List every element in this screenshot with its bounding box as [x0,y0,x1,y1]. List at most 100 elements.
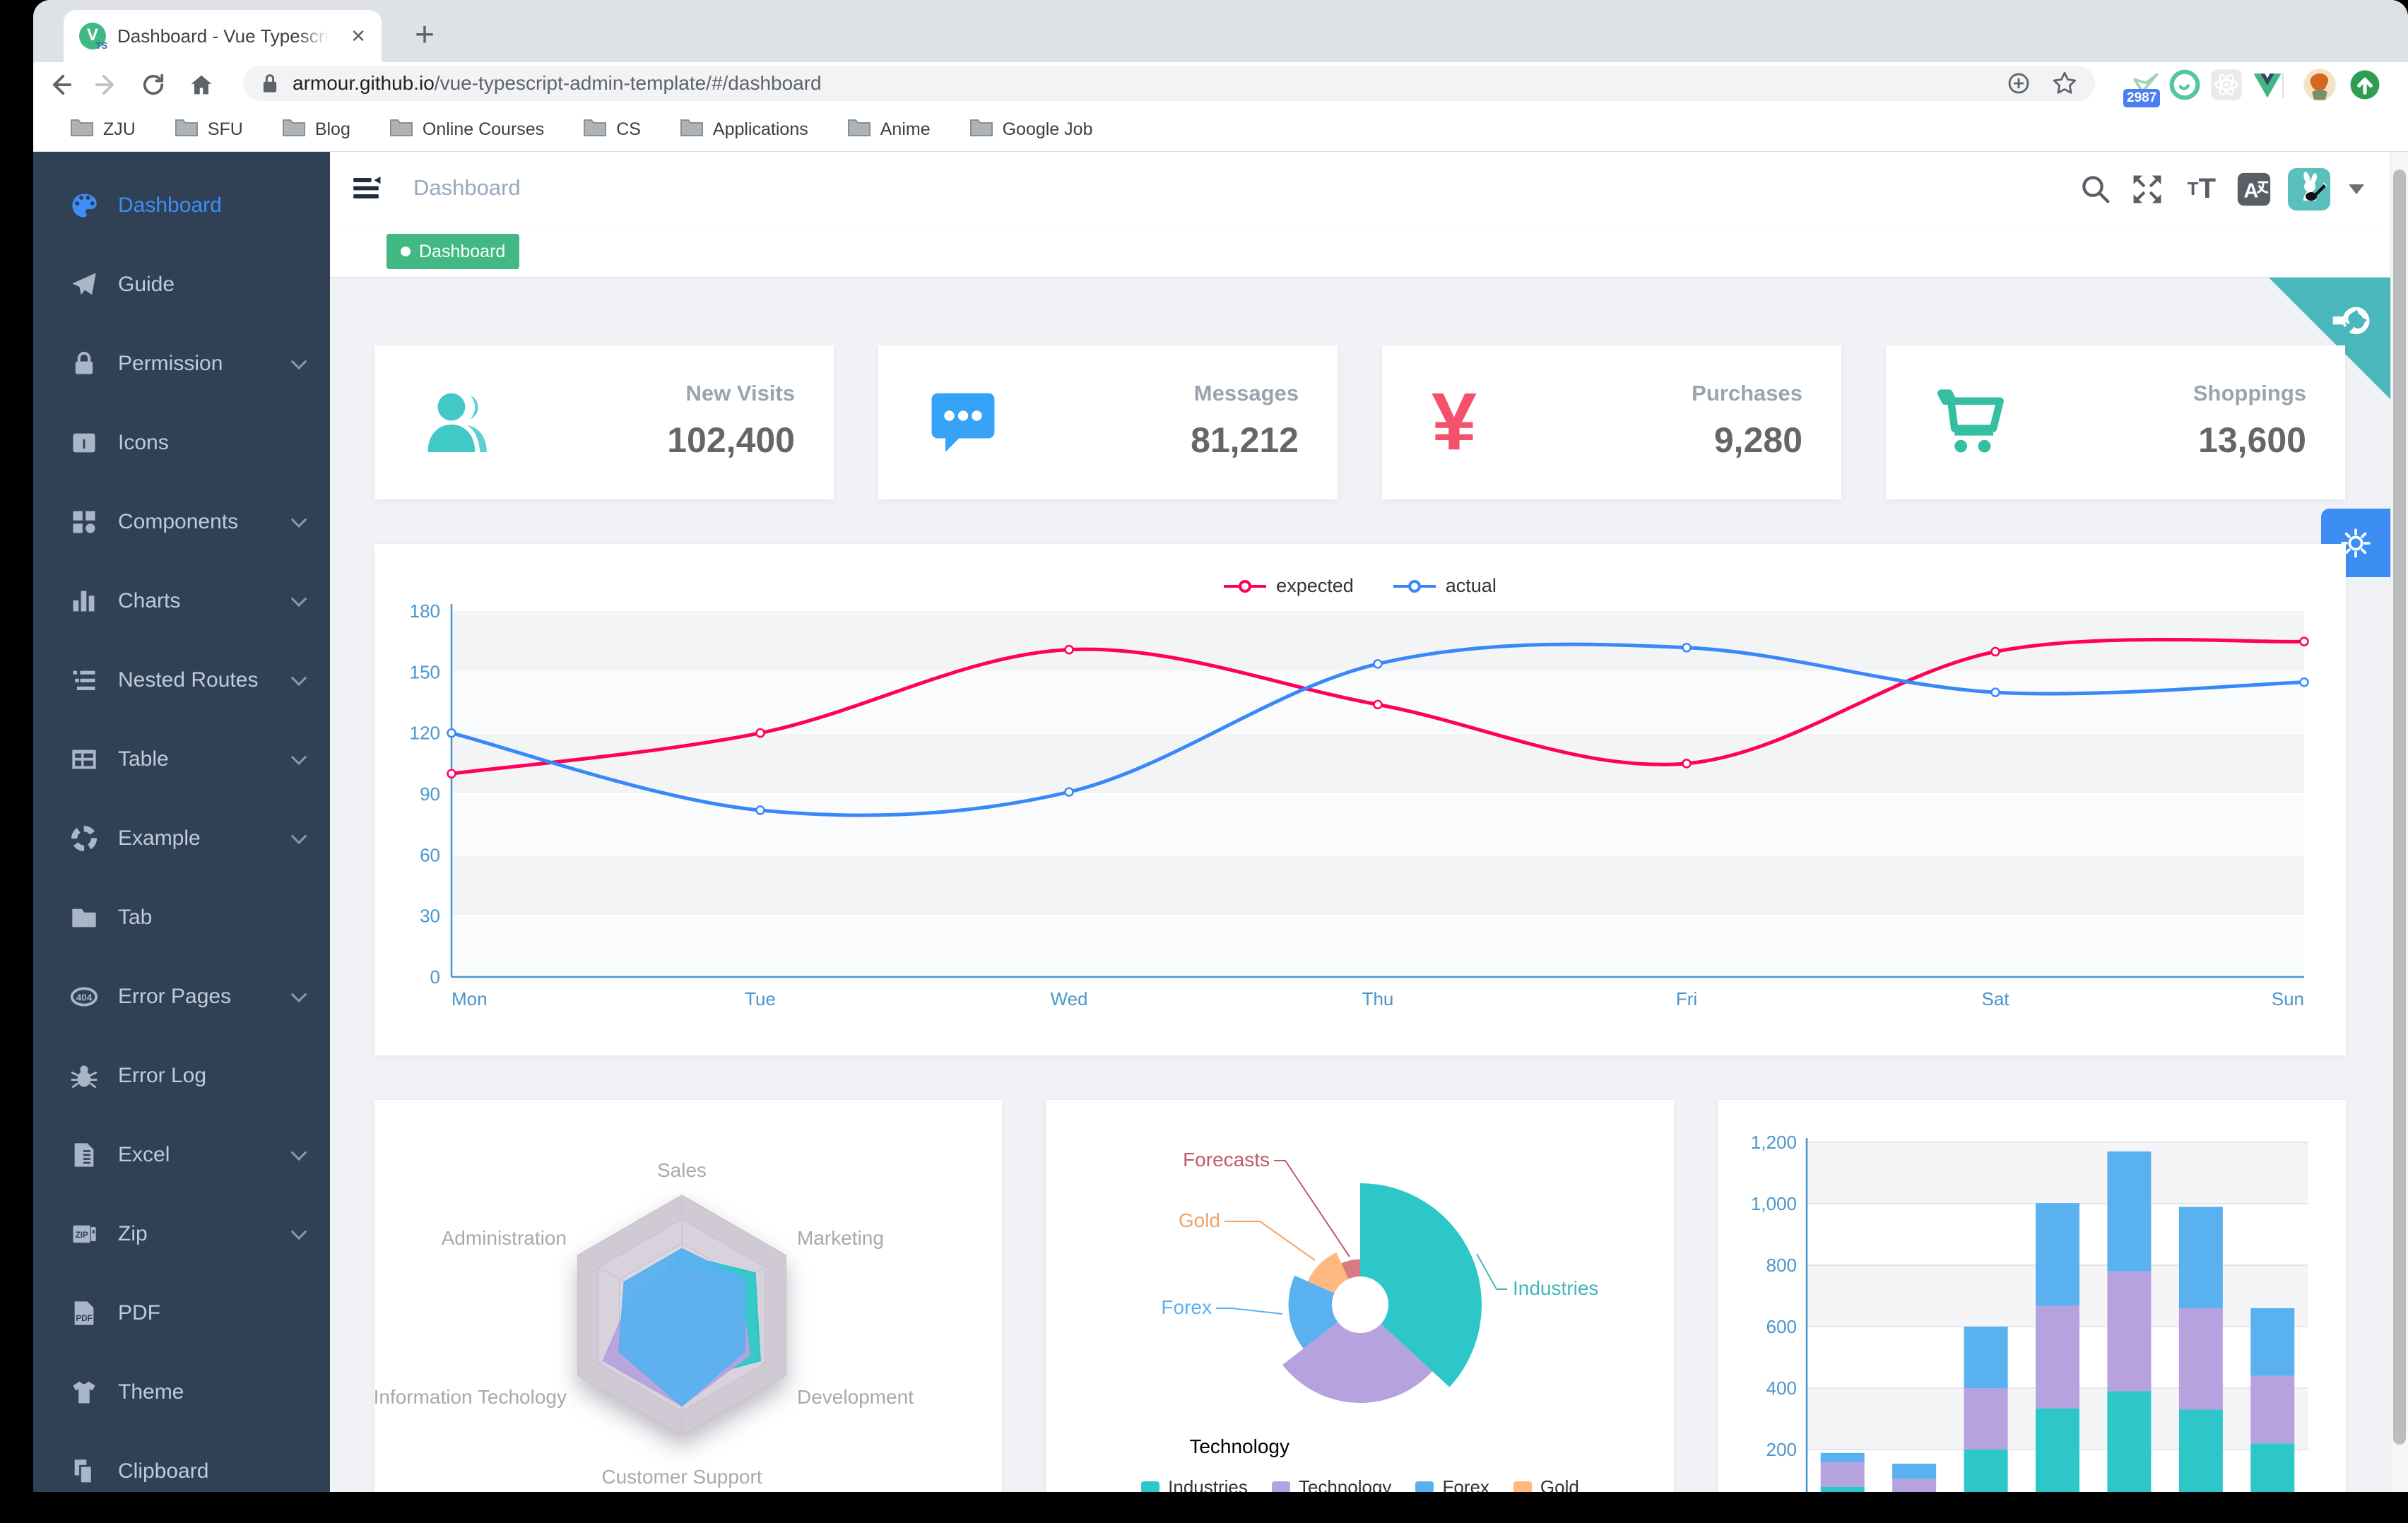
translate-icon[interactable]: A [2236,152,2272,226]
panel-value: 81,212 [1191,420,1299,460]
sidebar-item-nested-routes[interactable]: Nested Routes [33,641,330,720]
pie-slice-technology[interactable] [1282,1305,1433,1403]
bar-segment[interactable] [1964,1450,2008,1492]
fullscreen-icon[interactable] [2130,152,2165,226]
bookmark-item[interactable]: Blog [282,118,350,141]
shopping-icon [1937,389,2004,453]
panel-card-shoppings[interactable]: Shoppings 13,600 [1886,345,2345,499]
bookmark-item[interactable]: Online Courses [389,118,544,141]
bar-segment[interactable] [2107,1271,2152,1392]
hamburger-icon[interactable] [350,172,384,206]
sidebar-item-components[interactable]: Components [33,482,330,562]
panel-card-new-visits[interactable]: New Visits 102,400 [374,345,834,499]
extension-badge: 2987 [2123,89,2161,107]
pie-slice-industries[interactable] [1360,1183,1482,1387]
pie-legend-item-technology[interactable]: Technology [1271,1476,1391,1492]
bookmark-item[interactable]: Anime [847,118,931,141]
sidebar-item-zip[interactable]: ZIP Zip [33,1195,330,1274]
extension-react-icon[interactable] [2209,68,2243,102]
bar-segment[interactable] [2178,1207,2223,1308]
svg-text:90: 90 [420,783,440,805]
sidebar-item-guide[interactable]: Guide [33,245,330,324]
bar-segment[interactable] [2036,1408,2079,1492]
sidebar-item-charts[interactable]: Charts [33,562,330,641]
sidebar-item-pdf[interactable]: PDF PDF [33,1274,330,1353]
bookmark-item[interactable]: ZJU [71,118,136,141]
bar-segment[interactable] [1820,1486,1865,1492]
bar-segment[interactable] [1820,1452,1865,1462]
radar-series-actual-spending [618,1248,745,1407]
sidebar-item-dashboard[interactable]: Dashboard [33,166,330,245]
sidebar-item-tab[interactable]: Tab [33,878,330,957]
pie-slice-forex[interactable] [1288,1275,1360,1349]
bar-segment[interactable] [2107,1391,2152,1492]
sidebar-item-icons[interactable]: I Icons [33,403,330,482]
caret-down-icon[interactable] [2349,152,2364,226]
bookmark-item[interactable]: SFU [175,118,243,141]
bar-segment[interactable] [2036,1203,2079,1306]
bar-segment[interactable] [1892,1478,1937,1492]
extension-green-icon[interactable] [2168,68,2202,102]
profile-avatar[interactable] [2303,68,2337,102]
home-icon[interactable] [183,66,220,103]
breadcrumb[interactable]: Dashboard [413,175,521,200]
tag-dashboard[interactable]: Dashboard [386,234,520,269]
url-bar[interactable]: armour.github.io/vue-typescript-admin-te… [243,66,2095,101]
update-arrow-icon[interactable] [2348,68,2382,102]
sidebar-item-label: Charts [118,589,181,612]
sidebar-item-permission[interactable]: Permission [33,324,330,403]
sidebar-item-label: Permission [118,352,223,375]
legend-item-expected[interactable]: expected [1224,575,1354,597]
search-icon[interactable] [2079,152,2113,226]
bar-segment[interactable] [2250,1375,2295,1444]
bar-segment[interactable] [1820,1462,1865,1487]
back-icon[interactable] [43,66,80,103]
bookmark-star-icon[interactable] [2051,70,2078,97]
line-chart-legend[interactable]: expected actual [374,575,2346,597]
sidebar-item-excel[interactable]: Excel [33,1115,330,1195]
sidebar-item-example[interactable]: Example [33,799,330,878]
panel-card-messages[interactable]: Messages 81,212 [878,345,1338,499]
bar-segment[interactable] [1964,1388,2008,1450]
pie-legend-item-forex[interactable]: Forex [1415,1476,1489,1492]
github-corner-icon[interactable] [2269,278,2390,399]
sidebar-item-error-pages[interactable]: 404 Error Pages [33,957,330,1036]
zoom-plus-icon[interactable] [2006,71,2031,96]
bar-segment[interactable] [1892,1464,1937,1479]
sidebar-item-error-log[interactable]: Error Log [33,1036,330,1115]
extension-vue-icon[interactable] [2250,68,2284,102]
bar-segment[interactable] [2250,1308,2295,1376]
sidebar-item-theme[interactable]: Theme [33,1353,330,1432]
sidebar-item-table[interactable]: Table [33,720,330,799]
user-avatar[interactable] [2288,152,2330,226]
bookmark-item[interactable]: Applications [680,118,808,141]
chevron-down-icon [290,353,307,370]
scrollbar-thumb[interactable] [2393,170,2406,1445]
bar-segment[interactable] [2178,1308,2223,1410]
bar-segment[interactable] [2107,1151,2152,1272]
bookmark-item[interactable]: Google Job [969,118,1092,141]
panel-card-purchases[interactable]: ¥ Purchases 9,280 [1382,345,1841,499]
bar-segment[interactable] [2036,1305,2079,1409]
extension-onetab-icon[interactable]: 2987 [2123,68,2163,107]
sidebar-item-clipboard[interactable]: Clipboard [33,1432,330,1492]
lock-icon [263,74,277,93]
bar-segment[interactable] [1964,1327,2008,1388]
browser-tab[interactable]: VTS Dashboard - Vue Typescript Ad ✕ [64,10,382,62]
bar-segment[interactable] [2250,1443,2295,1492]
new-tab-button[interactable]: + [415,16,435,54]
sidebar-item-label: Error Log [118,1064,207,1087]
bookmark-item[interactable]: CS [584,118,641,141]
forward-icon[interactable] [87,66,124,103]
legend-item-actual[interactable]: actual [1393,575,1497,597]
tab-close-icon[interactable]: ✕ [350,25,366,47]
scrollbar[interactable] [2390,152,2408,1492]
reload-icon[interactable] [135,66,172,103]
pie-legend-item-gold[interactable]: Gold [1513,1476,1579,1492]
pie-legend-item-industries[interactable]: Industries [1141,1476,1248,1492]
bar-segment[interactable] [2178,1409,2223,1492]
svg-text:PDF: PDF [76,1314,92,1323]
chevron-down-icon [290,1223,307,1240]
